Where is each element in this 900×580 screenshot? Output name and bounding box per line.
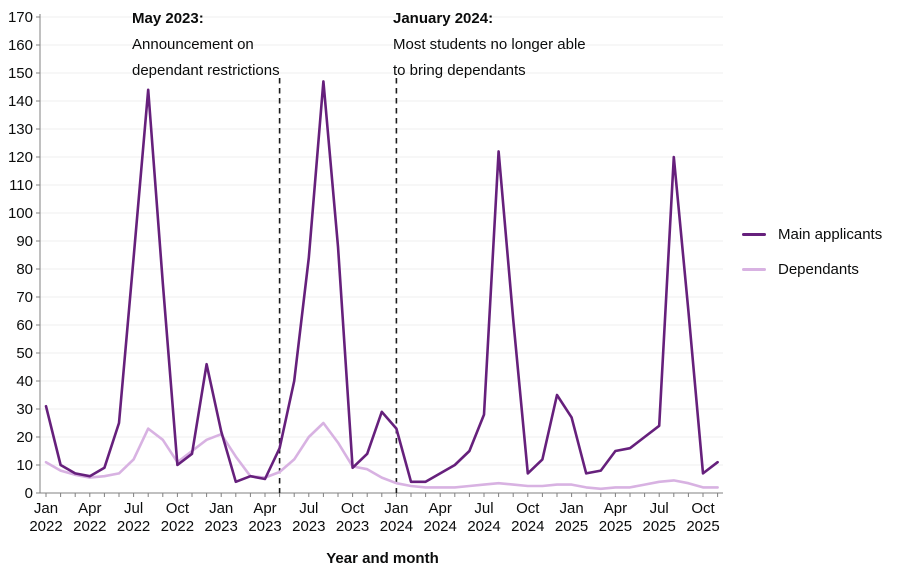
svg-text:Jan: Jan [560,500,584,517]
chart-legend: Main applicants Dependants [742,226,882,296]
svg-text:2024: 2024 [380,518,413,535]
svg-text:Apr: Apr [429,500,452,517]
svg-text:2023: 2023 [248,518,281,535]
svg-text:2022: 2022 [117,518,150,535]
svg-text:150: 150 [8,65,33,82]
annotation-line: Announcement on [132,36,254,53]
annotation-january-2024: January 2024: Most students no longer ab… [393,6,586,84]
svg-text:2023: 2023 [336,518,369,535]
annotation-heading: January 2024: [393,10,494,27]
svg-text:Apr: Apr [78,500,101,517]
svg-text:80: 80 [16,261,33,278]
svg-text:Jul: Jul [650,500,669,517]
svg-text:40: 40 [16,373,33,390]
svg-text:160: 160 [8,37,33,54]
svg-text:Apr: Apr [253,500,276,517]
svg-text:2025: 2025 [599,518,632,535]
svg-text:Jul: Jul [124,500,143,517]
svg-text:2023: 2023 [205,518,238,535]
legend-label: Dependants [778,261,859,278]
svg-text:Jan: Jan [34,500,58,517]
svg-text:Jul: Jul [474,500,493,517]
svg-text:Jan: Jan [209,500,233,517]
svg-text:2024: 2024 [424,518,457,535]
svg-text:140: 140 [8,93,33,110]
svg-text:90: 90 [16,233,33,250]
svg-text:0: 0 [25,485,33,502]
svg-text:2023: 2023 [292,518,325,535]
annotation-may-2023: May 2023: Announcement on dependant rest… [132,6,280,84]
legend-swatch-main-applicants [742,233,766,236]
legend-label: Main applicants [778,226,883,243]
legend-item-main-applicants: Main applicants [742,226,882,243]
svg-text:2024: 2024 [467,518,500,535]
x-axis-title: Year and month [326,550,439,567]
svg-text:120: 120 [8,149,33,166]
legend-item-dependants: Dependants [742,261,882,278]
svg-text:2025: 2025 [686,518,719,535]
svg-text:2022: 2022 [29,518,62,535]
svg-text:30: 30 [16,401,33,418]
svg-text:20: 20 [16,429,33,446]
svg-text:2025: 2025 [643,518,676,535]
svg-text:70: 70 [16,289,33,306]
svg-text:Oct: Oct [166,500,190,517]
svg-text:2025: 2025 [555,518,588,535]
svg-text:130: 130 [8,121,33,138]
svg-text:50: 50 [16,345,33,362]
annotation-line: dependant restrictions [132,62,280,79]
legend-swatch-dependants [742,268,766,271]
svg-text:2024: 2024 [511,518,544,535]
annotation-line: to bring dependants [393,62,526,79]
svg-text:Oct: Oct [691,500,715,517]
svg-text:2022: 2022 [161,518,194,535]
svg-text:Oct: Oct [341,500,365,517]
svg-text:Jul: Jul [299,500,318,517]
svg-text:2022: 2022 [73,518,106,535]
svg-text:10: 10 [16,457,33,474]
annotation-line: Most students no longer able [393,36,586,53]
svg-text:170: 170 [8,9,33,26]
svg-text:100: 100 [8,205,33,222]
svg-text:Oct: Oct [516,500,540,517]
svg-text:Apr: Apr [604,500,627,517]
svg-text:110: 110 [9,177,33,194]
svg-text:60: 60 [16,317,33,334]
svg-text:Jan: Jan [384,500,408,517]
annotation-heading: May 2023: [132,10,204,27]
